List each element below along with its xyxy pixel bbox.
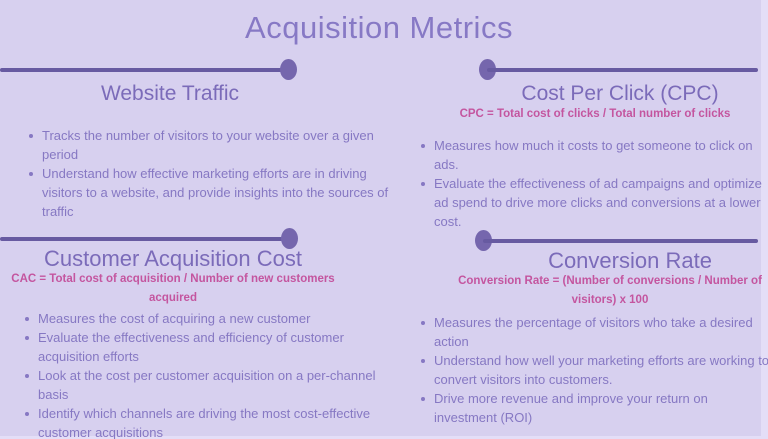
section-heading-website-traffic: Website Traffic xyxy=(100,82,240,105)
bullet-item: Measures the percentage of visitors who … xyxy=(418,313,768,351)
divider-dot-bottom-left xyxy=(281,228,298,249)
bullet-item: Look at the cost per customer acquisitio… xyxy=(22,366,386,404)
section-heading-conversion-rate: Conversion Rate xyxy=(548,248,712,273)
bullet-item: Measures the cost of acquiring a new cus… xyxy=(22,309,386,328)
bullet-item: Measures how much it costs to get someon… xyxy=(418,136,768,174)
divider-line-bottom-left xyxy=(0,237,289,241)
bullet-list-website-traffic: Tracks the number of visitors to your we… xyxy=(26,126,390,221)
page-title: Acquisition Metrics xyxy=(245,10,513,45)
bullet-list-cost-per-click: Measures how much it costs to get someon… xyxy=(418,136,768,231)
bullet-item: Identify which channels are driving the … xyxy=(22,404,386,439)
right-edge-margin xyxy=(761,0,768,439)
divider-line-top-left xyxy=(0,68,288,72)
divider-dot-top-left xyxy=(280,59,297,80)
bullet-item: Tracks the number of visitors to your we… xyxy=(26,126,390,164)
bullet-list-customer-acquisition-cost: Measures the cost of acquiring a new cus… xyxy=(22,309,386,439)
bullet-item: Drive more revenue and improve your retu… xyxy=(418,389,768,427)
bullet-list-conversion-rate: Measures the percentage of visitors who … xyxy=(418,313,768,427)
bullet-item: Evaluate the effectiveness and efficienc… xyxy=(22,328,386,366)
formula-conversion-rate: Conversion Rate = (Number of conversions… xyxy=(458,275,762,306)
formula-customer-acquisition-cost: CAC = Total cost of acquisition / Number… xyxy=(11,273,335,304)
divider-line-top-right xyxy=(487,68,758,72)
section-heading-customer-acquisition-cost: Customer Acquisition Cost xyxy=(44,246,302,271)
formula-cost-per-click: CPC = Total cost of clicks / Total numbe… xyxy=(459,108,731,120)
bottom-edge-margin xyxy=(0,436,768,439)
section-heading-cost-per-click: Cost Per Click (CPC) xyxy=(521,82,719,105)
bullet-item: Understand how effective marketing effor… xyxy=(26,164,390,221)
divider-line-bottom-right xyxy=(483,239,758,243)
bullet-item: Evaluate the effectiveness of ad campaig… xyxy=(418,174,768,231)
bullet-item: Understand how well your marketing effor… xyxy=(418,351,768,389)
